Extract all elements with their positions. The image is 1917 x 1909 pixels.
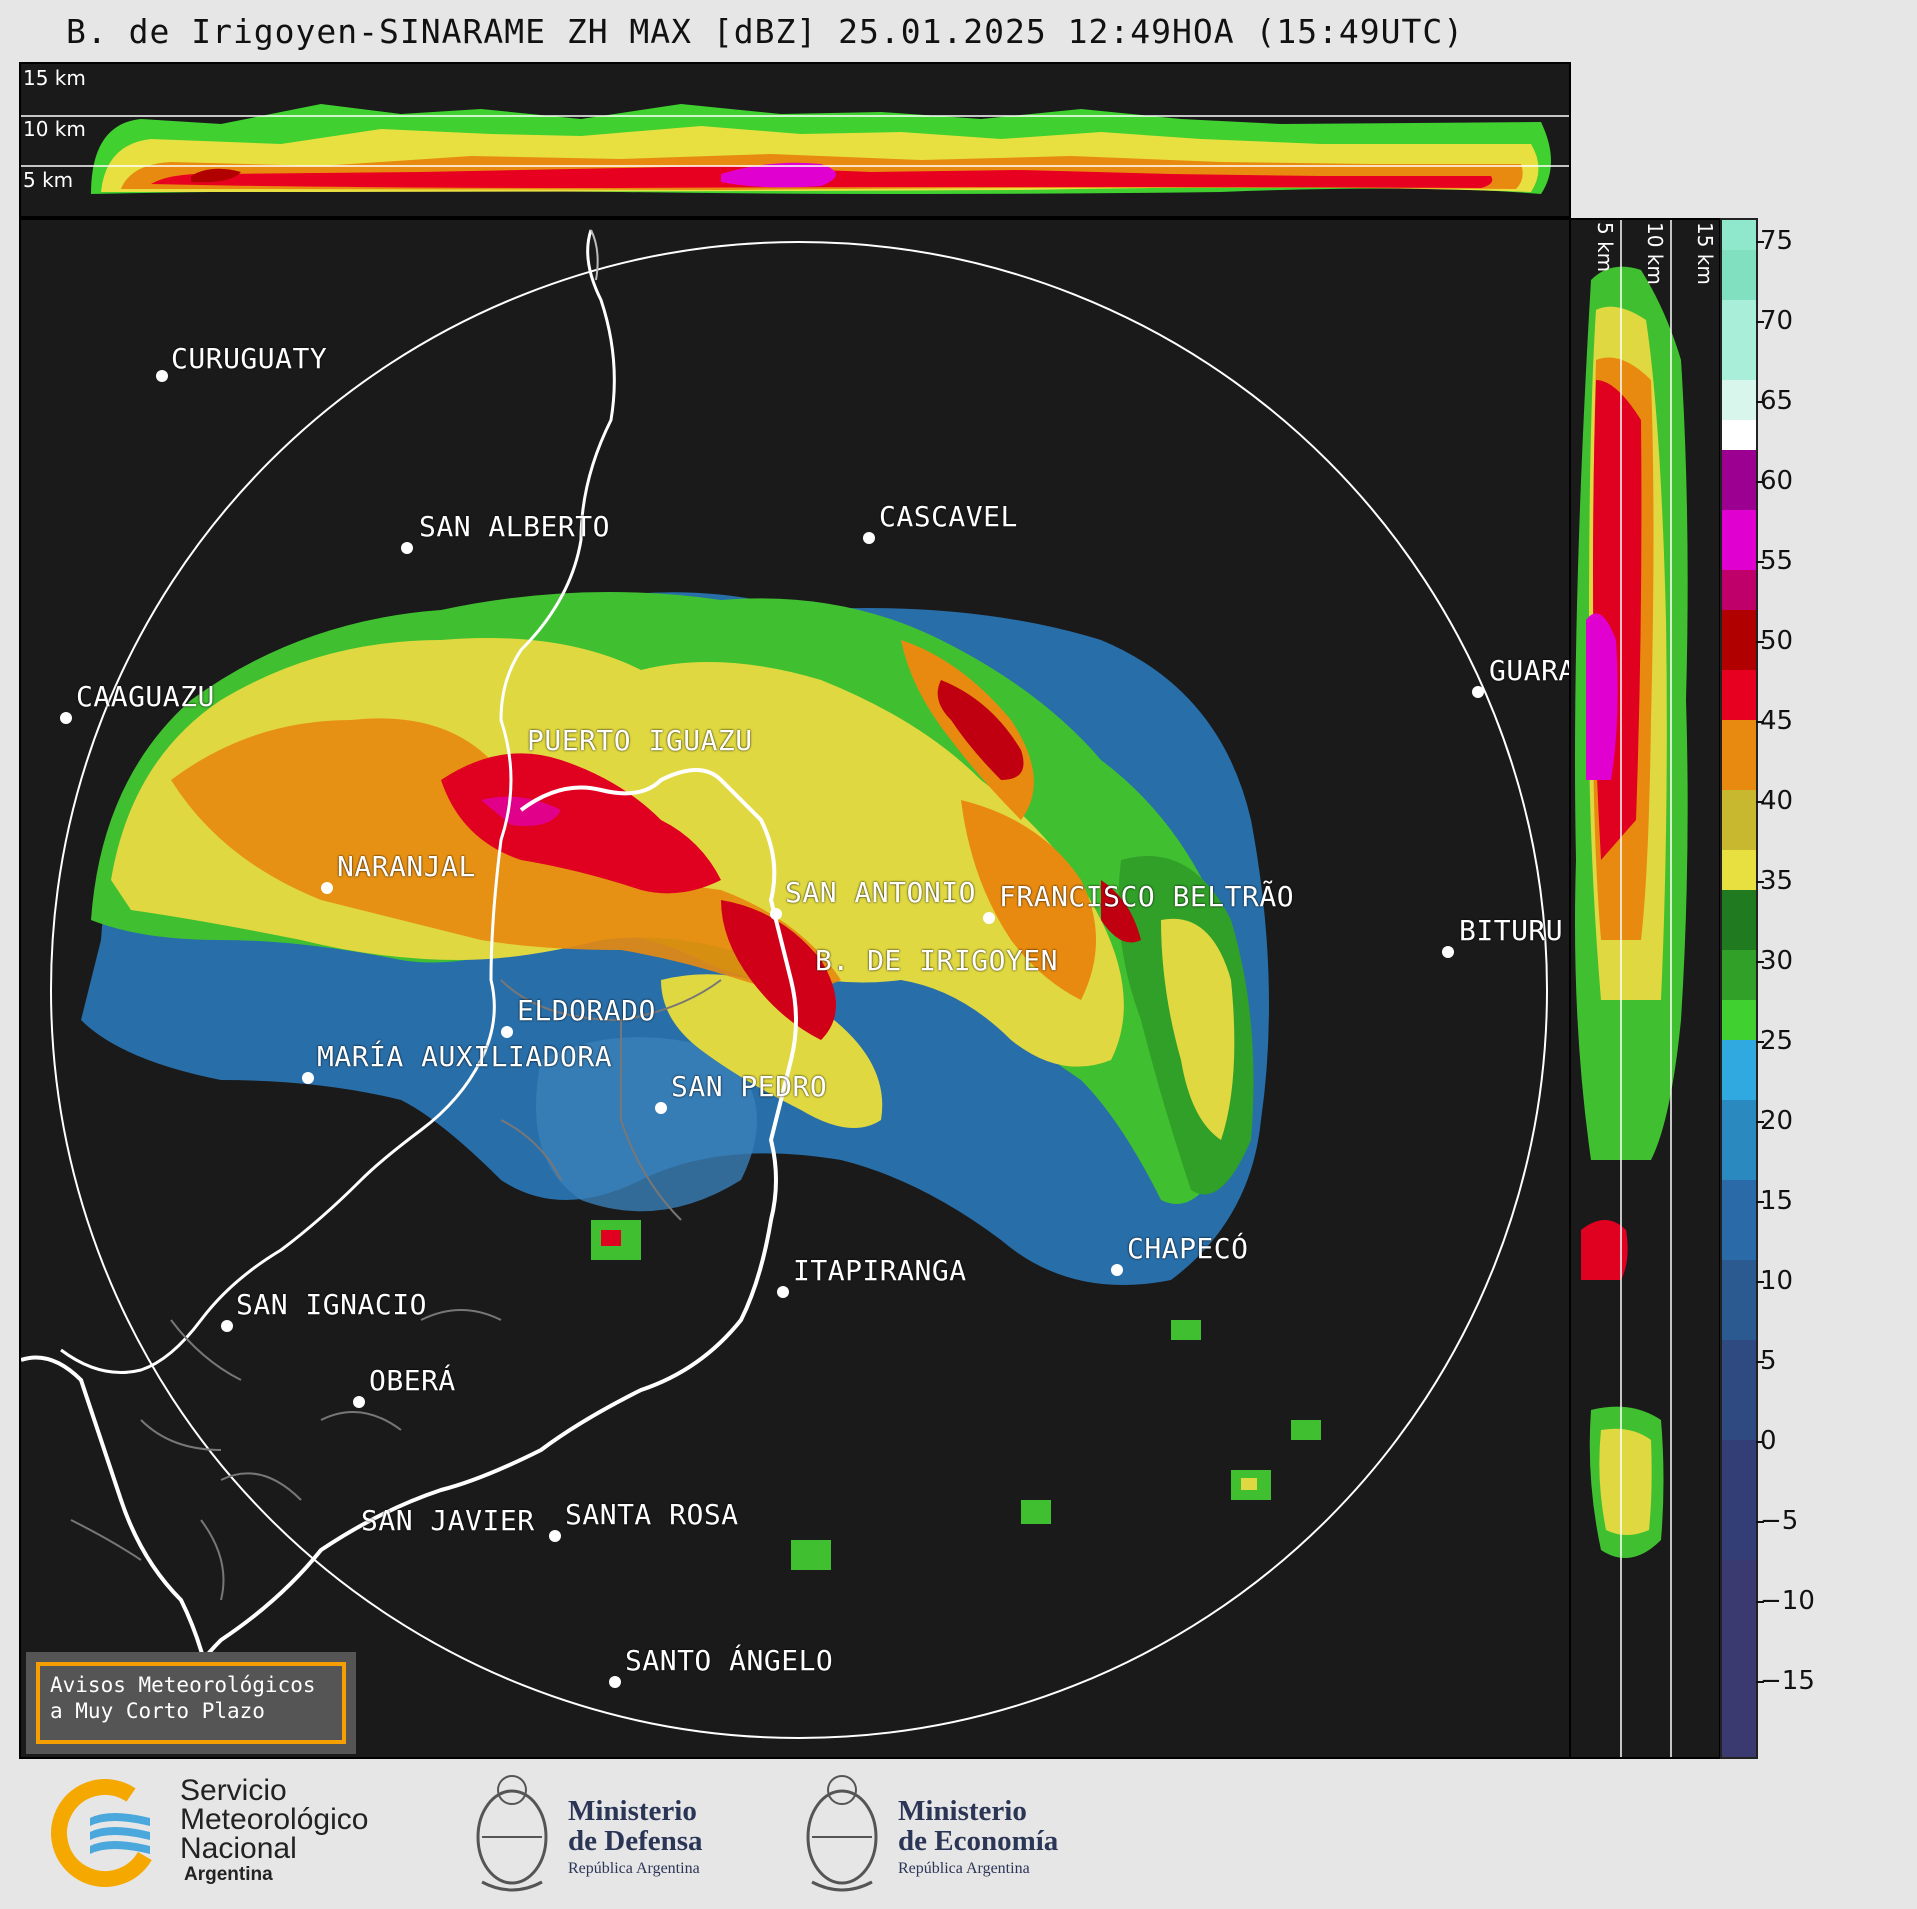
map-title: B. de Irigoyen-SINARAME ZH MAX [dBZ] 25.…: [66, 12, 1465, 51]
city-label-obera: OBERÁ: [369, 1364, 456, 1397]
radar-ppi-map: CURUGUATY SAN ALBERTO CASCAVEL CAAGUAZU …: [19, 218, 1571, 1759]
colorbar-tick: 50: [1755, 626, 1794, 656]
city-marker: [1442, 946, 1454, 958]
colorbar-tick: 55: [1755, 546, 1794, 576]
smn-name: Servicio Meteorológico Nacional: [180, 1774, 369, 1865]
city-marker: [221, 1320, 233, 1332]
city-marker: [863, 532, 875, 544]
colorbar-tick: −15: [1756, 1666, 1815, 1696]
economia-seal-icon: [802, 1762, 882, 1898]
defensa-seal-icon: [472, 1762, 552, 1898]
dbz-colorbar: [1720, 218, 1758, 1759]
city-label-chapeco: CHAPECÓ: [1127, 1232, 1249, 1265]
colorbar-tick: 15: [1755, 1186, 1794, 1216]
defensa-line1: Ministerio: [568, 1795, 697, 1827]
city-marker: [156, 370, 168, 382]
height-label-15km: 15 km: [23, 66, 86, 90]
city-label-caaguazu: CAAGUAZU: [76, 680, 215, 713]
colorbar-tick: 75: [1755, 226, 1794, 256]
avisos-line2: a Muy Corto Plazo: [50, 1699, 265, 1723]
colorbar-tick: 20: [1755, 1106, 1794, 1136]
avisos-badge: Avisos Meteorológicos a Muy Corto Plazo: [26, 1652, 356, 1754]
east-west-cross-section: 5 km 10 km 15 km: [1569, 218, 1721, 1759]
city-marker: [321, 882, 333, 894]
city-marker: [501, 1026, 513, 1038]
city-marker: [777, 1286, 789, 1298]
city-label-cascavel: CASCAVEL: [879, 500, 1018, 533]
city-marker: [983, 912, 995, 924]
colorbar-tick: 65: [1755, 386, 1794, 416]
avisos-line1: Avisos Meteorológicos: [50, 1673, 316, 1697]
city-marker: [60, 712, 72, 724]
economia-line1: Ministerio: [898, 1795, 1027, 1827]
economia-name: Ministerio de Economía: [898, 1796, 1058, 1856]
colorbar-tick: 35: [1755, 866, 1794, 896]
height-label-10km: 10 km: [1643, 222, 1667, 285]
colorbar-tick: 70: [1755, 306, 1794, 336]
city-label-b-de-irigoyen: B. DE IRIGOYEN: [815, 944, 1059, 977]
city-label-naranjal: NARANJAL: [337, 850, 476, 883]
height-label-15km: 15 km: [1693, 222, 1717, 285]
city-marker: [401, 542, 413, 554]
smn-country: Argentina: [184, 1864, 273, 1885]
city-label-itapiranga: ITAPIRANGA: [793, 1254, 967, 1287]
colorbar-tick: 10: [1755, 1266, 1794, 1296]
city-label-san-alberto: SAN ALBERTO: [419, 510, 610, 543]
colorbar-tick: 25: [1755, 1026, 1794, 1056]
north-south-cross-section: 15 km 10 km 5 km: [19, 62, 1571, 218]
city-label-bituru: BITURU: [1459, 914, 1564, 947]
city-marker: [609, 1676, 621, 1688]
city-label-eldorado: ELDORADO: [517, 994, 656, 1027]
smn-line3: Nacional: [180, 1832, 297, 1865]
height-label-10km: 10 km: [23, 117, 86, 141]
height-label-5km: 5 km: [23, 168, 74, 192]
city-label-san-antonio: SAN ANTONIO: [785, 876, 976, 909]
city-label-puerto-iguazu: PUERTO IGUAZU: [527, 724, 753, 757]
colorbar-tick: −5: [1755, 1506, 1799, 1536]
city-marker: [1111, 1264, 1123, 1276]
city-marker: [1472, 686, 1484, 698]
colorbar-tick: 5: [1756, 1346, 1777, 1376]
smn-line2: Meteorológico: [180, 1803, 369, 1836]
city-label-guara: GUARA: [1489, 654, 1571, 687]
city-label-san-pedro: SAN PEDRO: [671, 1070, 828, 1103]
colorbar-tick: −10: [1756, 1586, 1815, 1616]
city-label-san-ignacio: SAN IGNACIO: [236, 1288, 427, 1321]
height-label-5km: 5 km: [1593, 222, 1617, 273]
colorbar-tick: 45: [1755, 706, 1794, 736]
defensa-sub: República Argentina: [568, 1860, 700, 1877]
colorbar-tick: 30: [1755, 946, 1794, 976]
colorbar-tick: 0: [1756, 1426, 1777, 1456]
city-label-curuguaty: CURUGUATY: [171, 342, 328, 375]
city-label-santo-angelo: SANTO ÁNGELO: [625, 1644, 834, 1677]
defensa-line2: de Defensa: [568, 1825, 703, 1857]
city-marker: [655, 1102, 667, 1114]
colorbar-tick: 40: [1755, 786, 1794, 816]
city-label-san-javier: SAN JAVIER: [361, 1504, 535, 1537]
smn-line1: Servicio: [180, 1774, 287, 1807]
city-marker: [770, 908, 782, 920]
city-marker: [353, 1396, 365, 1408]
defensa-name: Ministerio de Defensa: [568, 1796, 703, 1856]
colorbar-tick: 60: [1755, 466, 1794, 496]
city-marker: [549, 1530, 561, 1542]
economia-sub: República Argentina: [898, 1860, 1030, 1877]
smn-logo: [50, 1778, 160, 1888]
city-label-francisco-beltrao: FRANCISCO BELTRÃO: [999, 880, 1295, 913]
city-label-maria-auxiliadora: MARÍA AUXILIADORA: [317, 1040, 613, 1073]
economia-line2: de Economía: [898, 1825, 1059, 1857]
city-label-santa-rosa: SANTA ROSA: [565, 1498, 739, 1531]
city-marker: [302, 1072, 314, 1084]
